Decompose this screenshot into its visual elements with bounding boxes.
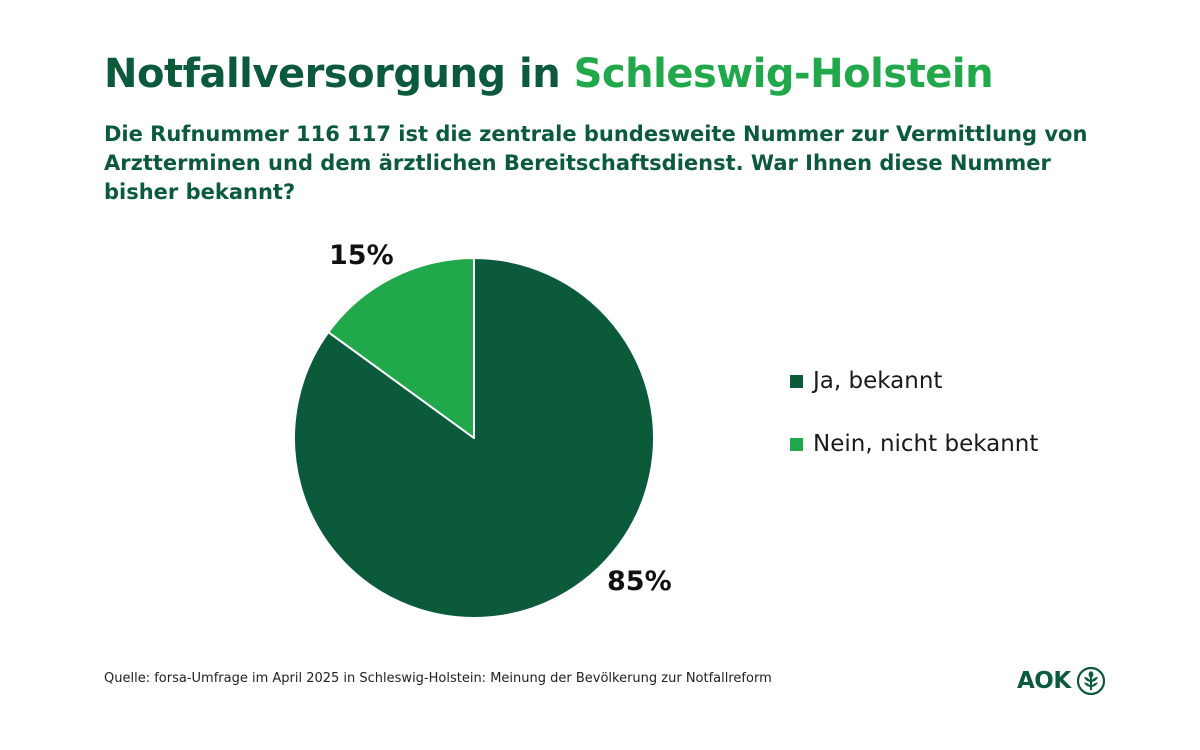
- source-note: Quelle: forsa-Umfrage im April 2025 in S…: [104, 671, 772, 686]
- legend-swatch-nein: [790, 437, 803, 451]
- legend-item-nein: Nein, nicht bekannt: [790, 426, 1038, 462]
- chart-title: Notfallversorgung in Schleswig-Holstein: [104, 46, 994, 102]
- aok-tree-logo-icon: [1076, 666, 1105, 696]
- legend-item-ja: Ja, bekannt: [790, 363, 1038, 399]
- slice-label-ja: 85%: [607, 566, 672, 597]
- chart-subtitle: Die Rufnummer 116 117 ist die zentrale b…: [104, 122, 1088, 204]
- legend-label-nein: Nein, nicht bekannt: [813, 431, 1039, 457]
- pie-slice-nein: [327, 257, 475, 439]
- legend-swatch-ja: [790, 374, 803, 388]
- pie-slice-ja: [293, 257, 655, 619]
- logo-text: AOK: [1017, 668, 1071, 694]
- legend: Ja, bekannt Nein, nicht bekannt: [790, 363, 1038, 489]
- slice-label-nein: 15%: [329, 240, 394, 271]
- aok-logo: AOK: [1017, 666, 1106, 696]
- legend-label-ja: Ja, bekannt: [813, 368, 943, 394]
- title-part-2: Schleswig-Holstein: [573, 51, 994, 97]
- title-part-1: Notfallversorgung in: [104, 51, 574, 97]
